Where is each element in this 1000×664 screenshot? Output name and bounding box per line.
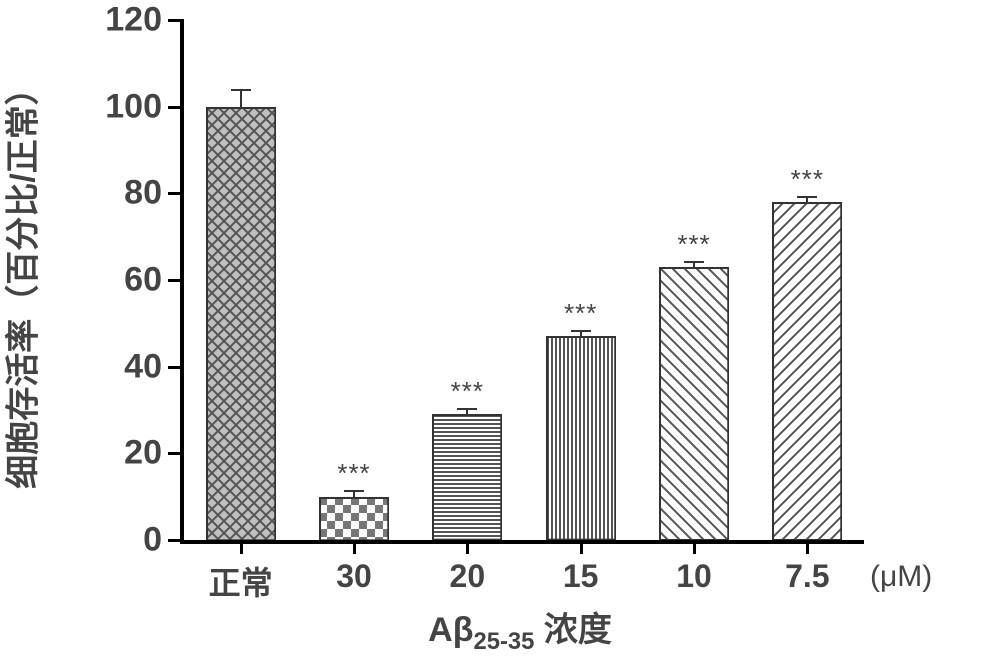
error-cap (344, 490, 364, 492)
y-tick (168, 366, 184, 369)
bar (659, 267, 729, 540)
y-tick (168, 19, 184, 22)
plot-area: 020406080100120正常***30***20***15***10***… (180, 20, 864, 544)
x-tick (353, 540, 356, 554)
significance-label: *** (451, 376, 484, 407)
significance-label: *** (337, 458, 370, 489)
x-tick (240, 540, 243, 554)
y-tick-label: 120 (105, 1, 162, 40)
bar (206, 107, 276, 540)
bar (772, 202, 842, 540)
error-cap (797, 196, 817, 198)
y-tick (168, 192, 184, 195)
x-tick-label: 正常 (209, 558, 273, 604)
y-tick (168, 106, 184, 109)
significance-label: *** (564, 298, 597, 329)
significance-label: *** (677, 229, 710, 260)
x-tick (580, 540, 583, 554)
x-tick (806, 540, 809, 554)
y-tick-label: 60 (124, 261, 162, 300)
bar (432, 414, 502, 540)
x-tick (693, 540, 696, 554)
y-tick (168, 452, 184, 455)
bar (546, 336, 616, 540)
y-tick (168, 279, 184, 282)
x-axis-label: Aβ25-35 浓度 (428, 602, 612, 656)
y-tick-label: 0 (143, 521, 162, 560)
y-tick-label: 20 (124, 434, 162, 473)
y-tick-label: 80 (124, 174, 162, 213)
x-tick-label: 30 (336, 558, 372, 595)
y-tick (168, 539, 184, 542)
y-tick-label: 40 (124, 347, 162, 386)
error-bar (240, 89, 242, 106)
x-tick-label: 20 (450, 558, 486, 595)
x-tick (466, 540, 469, 554)
y-axis-label: 细胞存活率（百分比/正常） (0, 71, 45, 488)
x-tick-label: 15 (563, 558, 599, 595)
error-cap (571, 330, 591, 332)
error-cap (231, 89, 251, 91)
bar (319, 497, 389, 540)
x-tick-label: 10 (676, 558, 712, 595)
significance-label: *** (791, 164, 824, 195)
error-cap (457, 408, 477, 410)
x-tick-label: 7.5 (785, 558, 829, 595)
x-axis-unit: (μM) (870, 560, 932, 594)
error-cap (684, 261, 704, 263)
chart-container: 0 20 40 60 80 100 120 正常 *** 30 *** 20 *** 15 *** 10 ***… (0, 0, 1000, 664)
y-tick-label: 100 (105, 87, 162, 126)
